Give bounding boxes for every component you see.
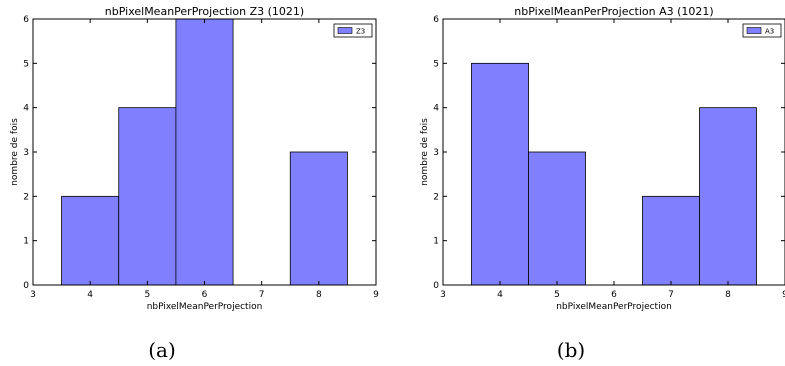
x-tick-label: 8 bbox=[316, 290, 322, 300]
x-tick-label: 4 bbox=[87, 290, 93, 300]
x-tick-label: 3 bbox=[30, 290, 36, 300]
x-tick-label: 4 bbox=[497, 290, 503, 300]
subfigure-caption: (a) bbox=[148, 338, 176, 362]
y-axis-label: nombre de fois bbox=[10, 118, 20, 186]
chart-panel-0: 3 4 5 6 7 8 9 0 1 2 3 4 5 6 nbPixelMeanPerProjection Z… bbox=[10, 5, 379, 312]
y-tick-label: 3 bbox=[23, 148, 29, 158]
bar-8 bbox=[289, 151, 348, 286]
y-tick-label: 5 bbox=[433, 59, 439, 69]
bar-7 bbox=[642, 195, 700, 286]
x-tick-label: 8 bbox=[725, 290, 731, 300]
chart-title: nbPixelMeanPerProjection Z3 (1021) bbox=[105, 5, 304, 18]
chart-panel-1: 3 4 5 6 7 8 9 0 1 2 3 4 5 6 nbPixelMeanPerProjection A… bbox=[420, 5, 785, 312]
x-tick-label: 5 bbox=[144, 290, 150, 300]
x-tick-label: 7 bbox=[259, 290, 265, 300]
legend-label: A3 bbox=[765, 28, 774, 36]
x-tick-label: 9 bbox=[782, 290, 785, 300]
x-axis-label: nbPixelMeanPerProjection bbox=[147, 302, 263, 312]
y-tick-label: 0 bbox=[433, 281, 439, 291]
x-tick-label: 3 bbox=[440, 290, 446, 300]
x-tick-label: 5 bbox=[554, 290, 560, 300]
y-axis-label: nombre de fois bbox=[420, 118, 430, 186]
x-tick-label: 6 bbox=[202, 290, 208, 300]
y-tick-label: 4 bbox=[23, 104, 29, 114]
x-tick-label: 7 bbox=[668, 290, 674, 300]
bar-6 bbox=[175, 18, 234, 286]
legend: A3 bbox=[742, 23, 782, 38]
y-tick-label: 6 bbox=[433, 15, 439, 25]
y-tick-label: 1 bbox=[23, 237, 29, 247]
y-tick-label: 6 bbox=[23, 15, 29, 25]
legend-swatch bbox=[746, 27, 762, 34]
legend-label: Z3 bbox=[356, 28, 365, 36]
y-tick-label: 2 bbox=[23, 192, 29, 202]
x-tick-label: 6 bbox=[611, 290, 617, 300]
bar-5 bbox=[528, 151, 586, 286]
y-tick-label: 0 bbox=[23, 281, 29, 291]
legend: Z3 bbox=[333, 23, 373, 38]
y-tick-label: 2 bbox=[433, 192, 439, 202]
chart-title: nbPixelMeanPerProjection A3 (1021) bbox=[514, 5, 713, 18]
bar-4 bbox=[61, 195, 120, 286]
bar-5 bbox=[118, 107, 177, 286]
y-tick-label: 5 bbox=[23, 59, 29, 69]
x-axis-label: nbPixelMeanPerProjection bbox=[556, 302, 672, 312]
y-tick-label: 3 bbox=[433, 148, 439, 158]
legend-swatch bbox=[337, 27, 353, 34]
subfigure-caption: (b) bbox=[557, 338, 585, 362]
y-tick-label: 4 bbox=[433, 104, 439, 114]
y-tick-label: 1 bbox=[433, 237, 439, 247]
x-tick-label: 9 bbox=[373, 290, 379, 300]
bar-4 bbox=[471, 62, 529, 286]
bar-8 bbox=[699, 107, 757, 286]
